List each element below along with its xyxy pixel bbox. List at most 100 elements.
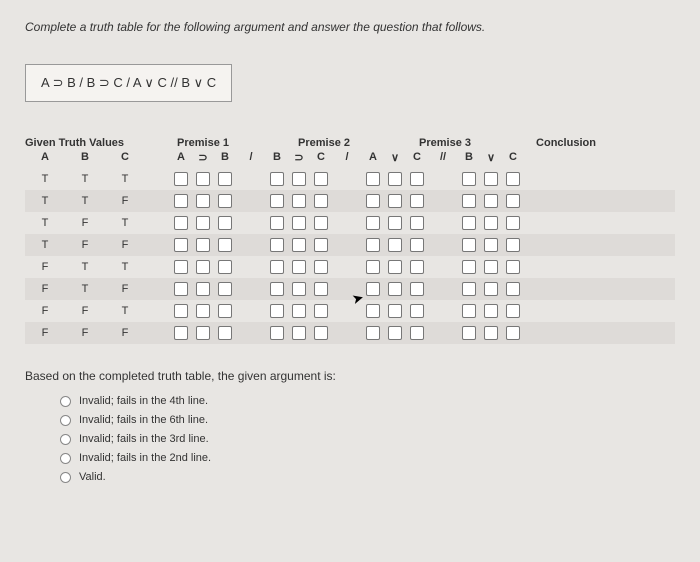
truth-input[interactable]: [506, 238, 520, 252]
truth-input[interactable]: [388, 282, 402, 296]
truth-input[interactable]: [196, 216, 210, 230]
truth-input[interactable]: [366, 238, 380, 252]
truth-input[interactable]: [410, 238, 424, 252]
truth-input[interactable]: [366, 194, 380, 208]
truth-input[interactable]: [218, 194, 232, 208]
truth-input[interactable]: [218, 282, 232, 296]
truth-input[interactable]: [410, 282, 424, 296]
answer-option[interactable]: Invalid; fails in the 2nd line.: [60, 452, 675, 464]
truth-input[interactable]: [270, 216, 284, 230]
truth-input[interactable]: [506, 172, 520, 186]
truth-input[interactable]: [314, 326, 328, 340]
truth-input[interactable]: [366, 172, 380, 186]
truth-input[interactable]: [484, 304, 498, 318]
truth-input[interactable]: [270, 260, 284, 274]
truth-input[interactable]: [292, 172, 306, 186]
truth-input[interactable]: [314, 282, 328, 296]
truth-input[interactable]: [270, 326, 284, 340]
answer-option[interactable]: Invalid; fails in the 6th line.: [60, 414, 675, 426]
radio-icon[interactable]: [60, 434, 71, 445]
answer-option[interactable]: Invalid; fails in the 3rd line.: [60, 433, 675, 445]
truth-input[interactable]: [388, 304, 402, 318]
truth-input[interactable]: [270, 304, 284, 318]
truth-input[interactable]: [462, 172, 476, 186]
truth-input[interactable]: [484, 216, 498, 230]
truth-input[interactable]: [462, 304, 476, 318]
truth-input[interactable]: [314, 238, 328, 252]
truth-input[interactable]: [410, 260, 424, 274]
truth-input[interactable]: [174, 238, 188, 252]
truth-input[interactable]: [388, 238, 402, 252]
truth-input[interactable]: [484, 194, 498, 208]
truth-input[interactable]: [506, 260, 520, 274]
truth-input[interactable]: [388, 194, 402, 208]
truth-input[interactable]: [292, 194, 306, 208]
truth-input[interactable]: [366, 216, 380, 230]
truth-input[interactable]: [196, 260, 210, 274]
truth-input[interactable]: [218, 326, 232, 340]
truth-input[interactable]: [270, 172, 284, 186]
truth-input[interactable]: [484, 282, 498, 296]
truth-input[interactable]: [270, 282, 284, 296]
truth-input[interactable]: [314, 172, 328, 186]
truth-input[interactable]: [270, 238, 284, 252]
radio-icon[interactable]: [60, 396, 71, 407]
truth-input[interactable]: [506, 216, 520, 230]
truth-input[interactable]: [218, 172, 232, 186]
truth-input[interactable]: [174, 172, 188, 186]
radio-icon[interactable]: [60, 472, 71, 483]
truth-input[interactable]: [410, 216, 424, 230]
truth-input[interactable]: [484, 172, 498, 186]
truth-input[interactable]: [292, 326, 306, 340]
truth-input[interactable]: [484, 326, 498, 340]
truth-input[interactable]: [218, 216, 232, 230]
truth-input[interactable]: [292, 304, 306, 318]
truth-input[interactable]: [292, 260, 306, 274]
truth-input[interactable]: [410, 326, 424, 340]
truth-input[interactable]: [218, 238, 232, 252]
truth-input[interactable]: [484, 260, 498, 274]
truth-input[interactable]: [174, 304, 188, 318]
truth-input[interactable]: [506, 194, 520, 208]
truth-input[interactable]: [314, 216, 328, 230]
truth-input[interactable]: [218, 260, 232, 274]
truth-input[interactable]: [462, 194, 476, 208]
answer-option[interactable]: Invalid; fails in the 4th line.: [60, 395, 675, 407]
answer-option[interactable]: Valid.: [60, 471, 675, 483]
truth-input[interactable]: [218, 304, 232, 318]
truth-input[interactable]: [292, 238, 306, 252]
truth-input[interactable]: [462, 260, 476, 274]
truth-input[interactable]: [388, 172, 402, 186]
truth-input[interactable]: [174, 326, 188, 340]
truth-input[interactable]: [314, 304, 328, 318]
truth-input[interactable]: [366, 282, 380, 296]
truth-input[interactable]: [174, 216, 188, 230]
truth-input[interactable]: [292, 216, 306, 230]
truth-input[interactable]: [462, 326, 476, 340]
truth-input[interactable]: [484, 238, 498, 252]
radio-icon[interactable]: [60, 453, 71, 464]
truth-input[interactable]: [292, 282, 306, 296]
truth-input[interactable]: [410, 194, 424, 208]
truth-input[interactable]: [196, 304, 210, 318]
truth-input[interactable]: [196, 238, 210, 252]
truth-input[interactable]: [410, 172, 424, 186]
truth-input[interactable]: [314, 260, 328, 274]
truth-input[interactable]: [196, 194, 210, 208]
truth-input[interactable]: [314, 194, 328, 208]
truth-input[interactable]: [196, 326, 210, 340]
truth-input[interactable]: [388, 326, 402, 340]
truth-input[interactable]: [506, 282, 520, 296]
truth-input[interactable]: [506, 304, 520, 318]
radio-icon[interactable]: [60, 415, 71, 426]
truth-input[interactable]: [366, 326, 380, 340]
truth-input[interactable]: [174, 194, 188, 208]
truth-input[interactable]: [366, 260, 380, 274]
truth-input[interactable]: [506, 326, 520, 340]
truth-input[interactable]: [174, 260, 188, 274]
truth-input[interactable]: [174, 282, 188, 296]
truth-input[interactable]: [388, 260, 402, 274]
truth-input[interactable]: [462, 238, 476, 252]
truth-input[interactable]: [366, 304, 380, 318]
truth-input[interactable]: [388, 216, 402, 230]
